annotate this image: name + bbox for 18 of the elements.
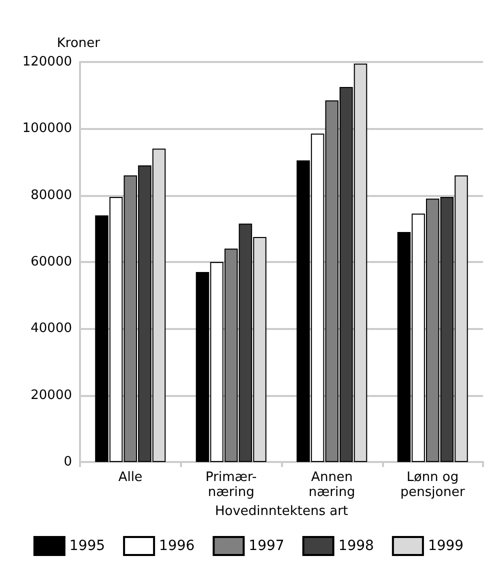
legend-label: 1996 bbox=[159, 538, 195, 554]
y-tick-label: 120000 bbox=[22, 54, 72, 70]
y-tick-label: 20000 bbox=[30, 388, 72, 403]
y-axis-title: Kroner bbox=[56, 36, 101, 51]
legend-label: 1999 bbox=[428, 538, 464, 554]
y-tick-label: 0 bbox=[64, 454, 72, 470]
x-tick-label: Lønn og pensjoner bbox=[400, 470, 466, 500]
x-axis-title: Hovedinntektens art bbox=[214, 504, 348, 519]
legend-label: 1998 bbox=[338, 538, 374, 554]
x-tick-label: Alle bbox=[118, 470, 142, 485]
x-tick-label: Primær- næring bbox=[206, 470, 258, 500]
y-tick-label: 40000 bbox=[30, 321, 72, 336]
legend-label: 1995 bbox=[69, 538, 106, 554]
y-tick-label: 100000 bbox=[22, 121, 72, 136]
y-tick-label: 80000 bbox=[30, 188, 72, 203]
legend-label: 1997 bbox=[248, 538, 284, 554]
x-tick-label: Annen næring bbox=[308, 470, 356, 500]
y-tick-label: 60000 bbox=[30, 254, 72, 270]
